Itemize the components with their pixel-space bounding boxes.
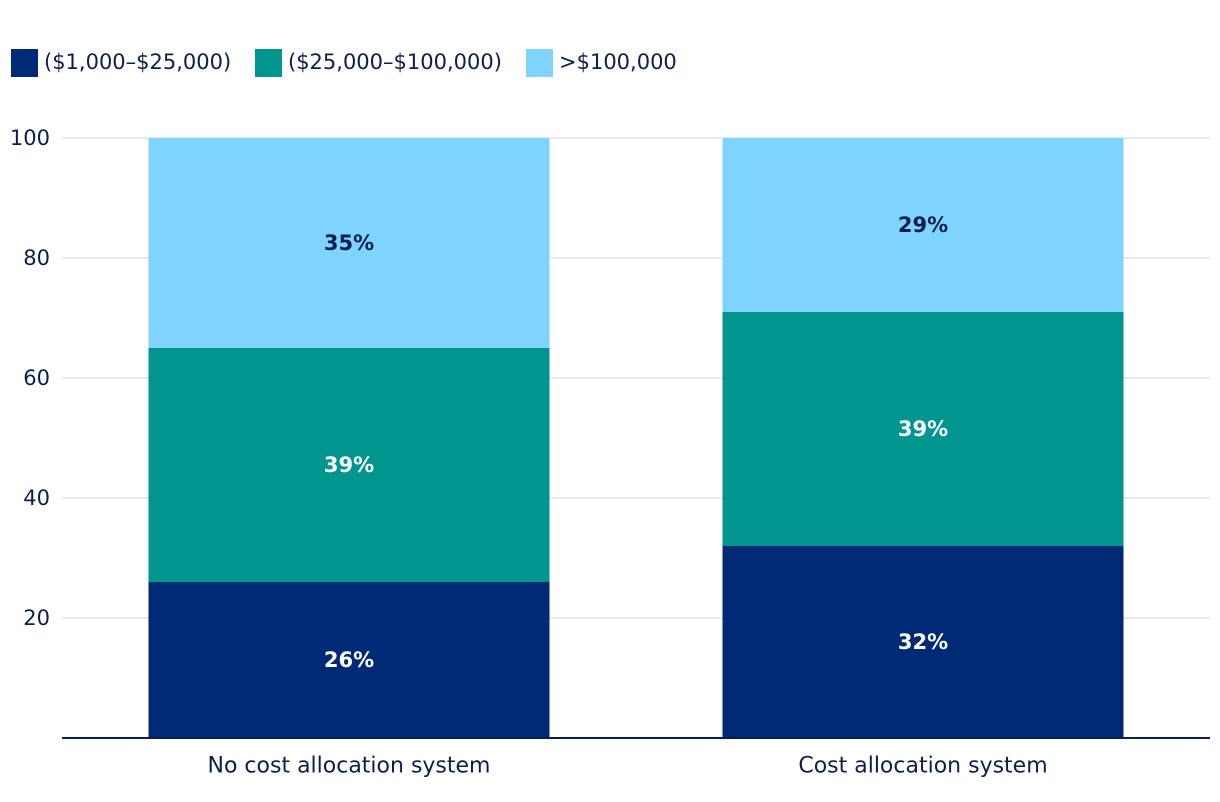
data-label-2-3: 29% (898, 213, 948, 237)
bar-segment-1-2 (148, 348, 550, 582)
x-category-label-2: Cost allocation system (798, 754, 1047, 779)
bar-segment-1-3 (148, 138, 550, 348)
data-label-2-2: 39% (898, 417, 948, 441)
y-tick-label-60: 60 (23, 366, 50, 390)
y-axis-ticks: 20 40 60 80 100 (10, 126, 50, 630)
y-tick-label-100: 100 (10, 126, 50, 150)
legend-label-2: ($25,000–$100,000) (288, 50, 502, 74)
legend-swatch-1 (11, 49, 38, 77)
data-label-1-2: 39% (324, 453, 374, 477)
data-label-1-1: 26% (324, 648, 374, 672)
legend-label-3: >$100,000 (559, 50, 677, 74)
data-label-1-3: 35% (324, 231, 374, 255)
legend-swatch-2 (255, 49, 282, 77)
legend-swatch-3 (526, 49, 553, 77)
data-label-2-1: 32% (898, 630, 948, 654)
x-category-label-1: No cost allocation system (208, 754, 491, 779)
y-tick-label-40: 40 (23, 486, 50, 510)
legend: ($1,000–$25,000) ($25,000–$100,000) >$100,… (11, 49, 677, 77)
bar-segment-2-2 (722, 312, 1124, 546)
bar-segment-2-3 (722, 138, 1124, 312)
x-axis-categories: No cost allocation system Cost allocation… (208, 754, 1048, 779)
bar-segment-1-1 (148, 582, 550, 738)
bars: 26% 39% 35% 32% 39% 29% (148, 138, 1124, 738)
bar-segment-2-1 (722, 546, 1124, 738)
legend-label-1: ($1,000–$25,000) (44, 50, 231, 74)
y-tick-label-20: 20 (23, 606, 50, 630)
y-tick-label-80: 80 (23, 246, 50, 270)
